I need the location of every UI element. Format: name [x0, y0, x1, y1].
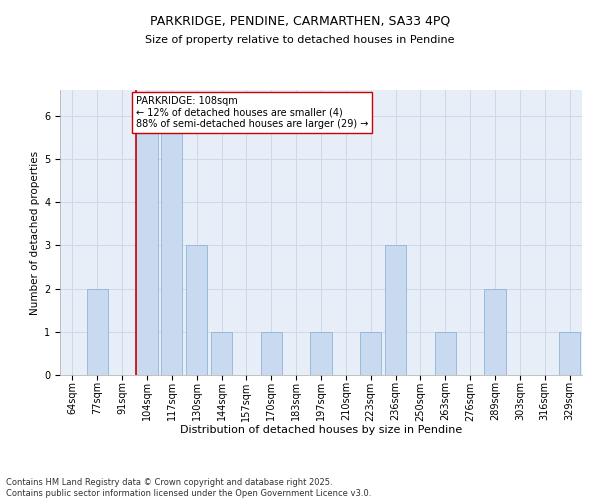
Bar	[385, 246, 406, 375]
Bar	[87, 288, 108, 375]
Y-axis label: Number of detached properties: Number of detached properties	[30, 150, 40, 314]
Bar	[136, 116, 158, 375]
Bar	[559, 332, 580, 375]
X-axis label: Distribution of detached houses by size in Pendine: Distribution of detached houses by size …	[180, 425, 462, 435]
Bar	[310, 332, 332, 375]
Bar	[360, 332, 381, 375]
Text: PARKRIDGE: 108sqm
← 12% of detached houses are smaller (4)
88% of semi-detached : PARKRIDGE: 108sqm ← 12% of detached hous…	[136, 96, 368, 129]
Bar	[261, 332, 282, 375]
Bar	[186, 246, 207, 375]
Bar	[161, 116, 182, 375]
Text: Contains HM Land Registry data © Crown copyright and database right 2025.
Contai: Contains HM Land Registry data © Crown c…	[6, 478, 371, 498]
Bar	[211, 332, 232, 375]
Bar	[484, 288, 506, 375]
Text: PARKRIDGE, PENDINE, CARMARTHEN, SA33 4PQ: PARKRIDGE, PENDINE, CARMARTHEN, SA33 4PQ	[150, 15, 450, 28]
Bar	[435, 332, 456, 375]
Text: Size of property relative to detached houses in Pendine: Size of property relative to detached ho…	[145, 35, 455, 45]
